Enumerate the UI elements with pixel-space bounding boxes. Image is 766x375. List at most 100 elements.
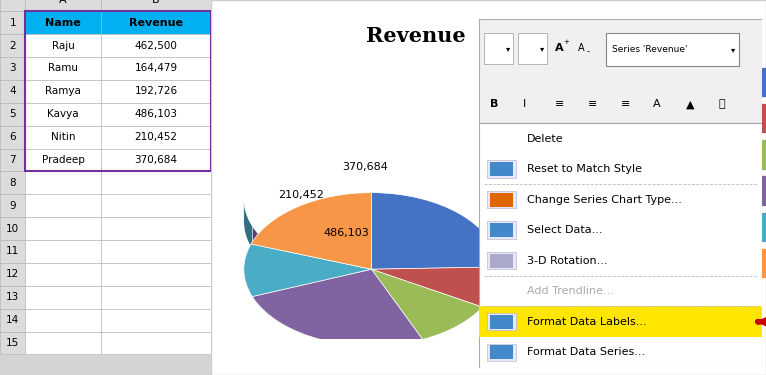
- Wedge shape: [372, 269, 483, 339]
- Bar: [0, 217, 25, 240]
- Bar: [25, 332, 101, 354]
- Text: 15: 15: [6, 338, 19, 348]
- Bar: [25, 11, 101, 34]
- Bar: [487, 344, 516, 361]
- Text: Ramya: Ramya: [45, 86, 81, 96]
- Wedge shape: [252, 269, 423, 346]
- Text: 462,500: 462,500: [135, 40, 177, 51]
- Bar: [101, 309, 211, 332]
- Text: 164,479: 164,479: [134, 63, 178, 74]
- Text: -: -: [587, 47, 590, 56]
- Text: 370,684: 370,684: [134, 155, 178, 165]
- Bar: [0, 126, 25, 148]
- Text: Series 'Revenue': Series 'Revenue': [612, 45, 687, 54]
- Bar: [490, 193, 512, 207]
- Bar: [0, 57, 25, 80]
- Bar: [0, 80, 25, 103]
- Text: 12: 12: [6, 269, 19, 279]
- Text: 2: 2: [9, 40, 16, 51]
- Bar: [25, 286, 101, 309]
- Bar: [25, 217, 101, 240]
- Text: 4: 4: [9, 86, 16, 96]
- Bar: [101, 263, 211, 286]
- Text: +: +: [564, 39, 570, 45]
- Bar: [0, 263, 25, 286]
- Bar: [487, 191, 516, 208]
- Bar: [755, 103, 766, 134]
- Bar: [490, 254, 512, 268]
- Bar: [25, 103, 101, 126]
- Bar: [101, 171, 211, 194]
- Text: A: A: [578, 44, 584, 53]
- Bar: [490, 162, 512, 176]
- Text: ≡: ≡: [620, 99, 630, 109]
- Text: Format Data Series...: Format Data Series...: [527, 347, 645, 357]
- Text: A: A: [60, 0, 67, 5]
- Bar: [487, 252, 516, 269]
- Bar: [101, 103, 211, 126]
- Bar: [101, 217, 211, 240]
- Bar: [25, 80, 101, 103]
- Bar: [101, 34, 211, 57]
- Bar: [25, 11, 211, 171]
- Text: Format Data Labels...: Format Data Labels...: [527, 317, 647, 327]
- Text: Kavya: Kavya: [47, 109, 79, 119]
- Text: Nitin: Nitin: [51, 132, 75, 142]
- Bar: [101, 80, 211, 103]
- Bar: [25, 148, 101, 171]
- Bar: [0, 11, 25, 34]
- Bar: [479, 306, 762, 337]
- Text: Delete: Delete: [527, 134, 564, 144]
- Bar: [0, 240, 25, 263]
- Bar: [0, 194, 25, 217]
- Text: ▲: ▲: [686, 99, 694, 109]
- Text: Name: Name: [45, 18, 81, 28]
- Text: ≡: ≡: [588, 99, 597, 109]
- Bar: [0, 34, 25, 57]
- Bar: [101, 286, 211, 309]
- Bar: [484, 33, 512, 64]
- Bar: [101, 240, 211, 263]
- Text: Raju: Raju: [52, 40, 74, 51]
- Polygon shape: [423, 237, 483, 292]
- Bar: [490, 315, 512, 329]
- Text: 7: 7: [9, 155, 16, 165]
- Bar: [755, 248, 766, 278]
- Wedge shape: [372, 267, 499, 307]
- Text: Select Data...: Select Data...: [527, 225, 602, 235]
- Bar: [101, 332, 211, 354]
- Bar: [0, 0, 25, 11]
- Text: 11: 11: [6, 246, 19, 256]
- Polygon shape: [252, 226, 423, 298]
- Text: A: A: [653, 99, 661, 109]
- Bar: [25, 309, 101, 332]
- Text: 6: 6: [9, 132, 16, 142]
- Bar: [0, 309, 25, 332]
- Text: ▾: ▾: [540, 44, 544, 53]
- Bar: [490, 223, 512, 237]
- Polygon shape: [244, 200, 252, 249]
- Bar: [25, 171, 101, 194]
- Wedge shape: [244, 244, 372, 297]
- Bar: [0, 286, 25, 309]
- Text: 1: 1: [9, 18, 16, 28]
- Text: Reset to Match Style: Reset to Match Style: [527, 164, 642, 174]
- Text: A: A: [555, 44, 564, 53]
- Bar: [25, 263, 101, 286]
- Bar: [479, 123, 762, 368]
- Text: Revenue: Revenue: [366, 26, 466, 46]
- Text: 370,684: 370,684: [342, 162, 388, 172]
- Bar: [487, 313, 516, 330]
- Wedge shape: [251, 193, 372, 269]
- Wedge shape: [372, 193, 499, 269]
- Bar: [101, 11, 211, 34]
- Bar: [101, 148, 211, 171]
- Bar: [101, 0, 211, 11]
- Text: Revenue: Revenue: [129, 18, 183, 28]
- Bar: [101, 126, 211, 148]
- Bar: [25, 126, 101, 148]
- Text: 8: 8: [9, 178, 16, 188]
- Text: 14: 14: [6, 315, 19, 325]
- Bar: [25, 240, 101, 263]
- Bar: [755, 67, 766, 97]
